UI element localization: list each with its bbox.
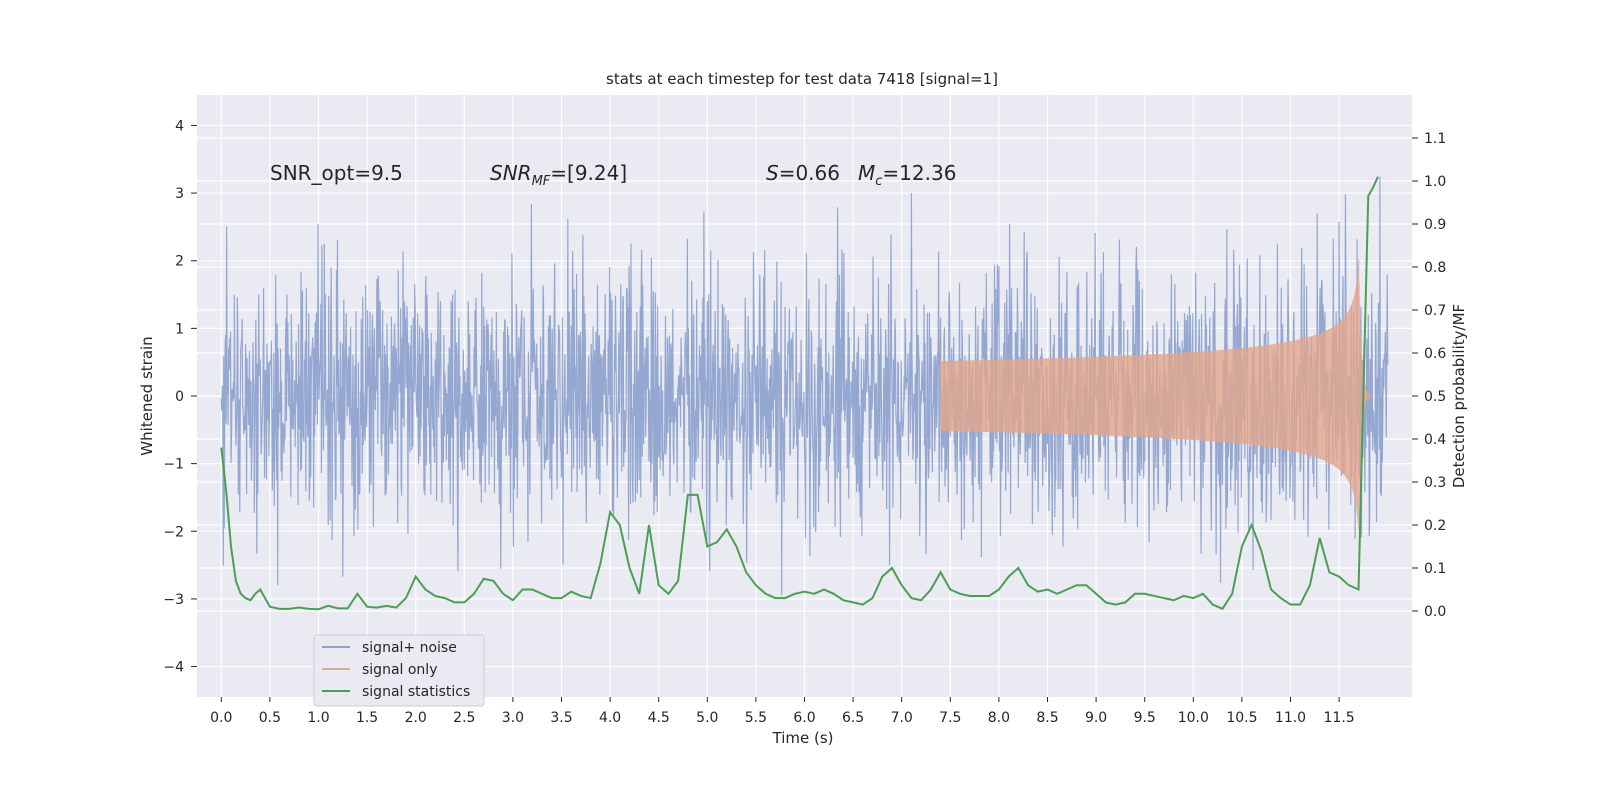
x-tick-label: 8.5 (1036, 710, 1058, 726)
mc-main: M (858, 161, 875, 185)
mc-value: =12.36 (882, 161, 956, 185)
x-tick-label: 10.5 (1226, 710, 1257, 726)
x-tick-label: 2.5 (453, 710, 475, 726)
x-tick-label: 9.5 (1134, 710, 1156, 726)
mc-subscript: c (875, 174, 882, 189)
legend-label-signal-only: signal only (362, 662, 437, 678)
right-y-tick-label: 0.0 (1424, 604, 1446, 620)
x-tick-label: 3.5 (550, 710, 572, 726)
x-tick-label: 9.0 (1085, 710, 1107, 726)
left-y-tick-label: −4 (163, 660, 184, 676)
right-y-tick-label: 1.1 (1424, 131, 1446, 147)
left-y-tick-label: −2 (163, 524, 184, 540)
right-y-tick-label: 0.5 (1424, 389, 1446, 405)
x-tick-label: 2.0 (405, 710, 427, 726)
x-tick-label: 0.0 (210, 710, 232, 726)
x-tick-label: 5.0 (696, 710, 718, 726)
x-tick-label: 4.0 (599, 710, 621, 726)
series-signal-only (940, 259, 1371, 530)
left-y-axis-ticks: −4 −3 −2 −1 0 1 2 3 4 (163, 118, 197, 676)
snr-mf-annotation: SNRMF=[9.24] (490, 161, 627, 189)
snr-mf-subscript: MF (532, 174, 551, 189)
right-y-tick-label: 0.9 (1424, 217, 1446, 233)
series-signal-statistics (220, 176, 1379, 611)
chart-title: stats at each timestep for test data 741… (606, 70, 998, 88)
s-value: =0.66 (779, 161, 840, 185)
x-tick-label: 3.0 (502, 710, 524, 726)
right-y-tick-label: 0.2 (1424, 518, 1446, 534)
left-y-tick-label: 1 (175, 321, 184, 337)
left-y-tick-label: 2 (175, 254, 184, 270)
chirp-series-layer (940, 259, 1371, 530)
right-y-axis-ticks: 0.0 0.1 0.2 0.3 0.4 0.5 0.6 0.7 0.8 0.9 1.0 1.1 (1412, 131, 1446, 620)
right-y-tick-label: 0.7 (1424, 303, 1446, 319)
s-annotation: S=0.66 (766, 161, 840, 185)
x-axis-ticks: 0.0 0.5 1.0 1.5 2.0 2.5 3.0 3.5 4.0 4.5 5.0 5.5 6.0 6… (210, 697, 1355, 726)
x-tick-label: 5.5 (745, 710, 767, 726)
legend-label-signal-noise: signal+ noise (362, 640, 457, 656)
right-y-tick-label: 1.0 (1424, 174, 1446, 190)
x-tick-label: 0.5 (259, 710, 281, 726)
left-y-tick-label: 4 (175, 118, 184, 134)
x-tick-label: 8.0 (988, 710, 1010, 726)
s-symbol: S (766, 161, 779, 185)
left-y-tick-label: 3 (175, 186, 184, 202)
left-y-tick-label: −3 (163, 592, 184, 608)
x-tick-label: 1.0 (307, 710, 329, 726)
x-tick-label: 1.5 (356, 710, 378, 726)
legend-label-signal-statistics: signal statistics (362, 684, 470, 700)
x-tick-label: 6.0 (793, 710, 815, 726)
mc-annotation: Mc=12.36 (858, 161, 956, 189)
x-tick-label: 11.0 (1275, 710, 1306, 726)
snr-mf-value: =[9.24] (550, 161, 627, 185)
x-tick-label: 7.0 (891, 710, 913, 726)
right-y-tick-label: 0.6 (1424, 346, 1446, 362)
right-y-axis-label: Detection probability/MF (1450, 304, 1468, 488)
x-tick-label: 4.5 (648, 710, 670, 726)
legend: signal+ noise signal only signal statist… (313, 634, 485, 707)
right-y-tick-label: 0.4 (1424, 432, 1446, 448)
left-y-tick-label: 0 (175, 389, 184, 405)
left-y-axis-label: Whitened strain (138, 336, 156, 455)
x-tick-label: 11.5 (1324, 710, 1355, 726)
x-tick-label: 7.5 (939, 710, 961, 726)
snr-opt-annotation: SNR_opt=9.5 (270, 161, 403, 185)
legend-box (313, 634, 485, 707)
right-y-tick-label: 0.8 (1424, 260, 1446, 276)
right-y-tick-label: 0.3 (1424, 475, 1446, 491)
right-y-tick-label: 0.1 (1424, 561, 1446, 577)
left-y-tick-label: −1 (163, 457, 184, 473)
x-tick-label: 6.5 (842, 710, 864, 726)
snr-mf-main: SNR (490, 161, 532, 185)
x-tick-label: 10.0 (1178, 710, 1209, 726)
x-axis-label: Time (s) (772, 729, 834, 747)
statistic-series-layer (220, 176, 1379, 611)
